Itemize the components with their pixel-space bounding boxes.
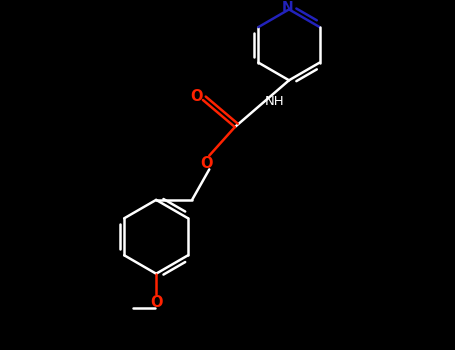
Text: O: O [201, 156, 213, 172]
Text: NH: NH [264, 95, 284, 108]
Text: O: O [191, 89, 203, 104]
Text: N: N [282, 0, 294, 14]
Text: O: O [150, 295, 162, 310]
